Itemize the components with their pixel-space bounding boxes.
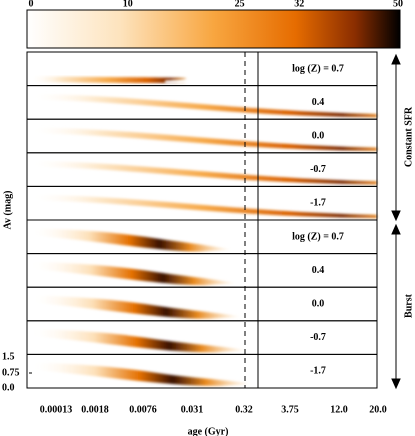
density-streak (29, 261, 235, 286)
y-tick-label: 0.75 (2, 367, 20, 378)
group-label: Burst (403, 293, 414, 318)
density-streaks (29, 76, 377, 387)
x-tick-label: 20.0 (369, 404, 387, 415)
x-tick-label: 0.0076 (129, 404, 157, 415)
panel-label: 0.4 (312, 265, 325, 276)
panel-label: 0.0 (312, 130, 325, 141)
x-tick-label: 3.75 (281, 404, 299, 415)
density-streak (29, 228, 230, 252)
x-axis-label: age (Gyr) (188, 426, 229, 436)
density-streak (29, 295, 240, 319)
colorbar-tick-label: 25 (235, 0, 245, 9)
x-tick-label: 0.0018 (81, 404, 109, 415)
density-streak (29, 127, 377, 151)
group-arrows (391, 53, 401, 390)
panel-label: -0.7 (310, 164, 326, 175)
panel-label: log (Z) = 0.7 (292, 231, 344, 242)
panel (26, 353, 378, 389)
x-tick-label: 0.32 (235, 404, 253, 415)
x-tick-label: 0.00013 (40, 404, 73, 415)
panel-label: log (Z) = 0.7 (292, 63, 344, 74)
density-streak (29, 362, 250, 387)
colorbar-tick-label: 0 (29, 0, 34, 9)
y-tick-label: 1.5 (2, 351, 15, 362)
x-tick-label: 12.0 (330, 404, 348, 415)
panel-label: 0.4 (312, 97, 325, 108)
colorbar (26, 9, 401, 49)
density-streak (29, 194, 377, 218)
colorbar-tick-label: 50 (393, 0, 403, 9)
x-tick-label: 0.031 (181, 404, 204, 415)
colorbar-tick-label: 10 (123, 0, 133, 9)
density-streak (29, 76, 187, 84)
density-streak (29, 160, 377, 185)
density-streak (29, 328, 245, 353)
colorbar-tick-label: 32 (294, 0, 304, 9)
density-streak (29, 93, 377, 118)
panel-label: -1.7 (310, 366, 326, 377)
panel-label: -0.7 (310, 332, 326, 343)
group-label: Constant SFR (403, 106, 414, 167)
y-tick-label: 0.0 (2, 382, 15, 393)
y-axis-label: Av (mag) (2, 191, 13, 230)
panel-label: 0.0 (312, 298, 325, 309)
panel-label: -1.7 (310, 198, 326, 209)
